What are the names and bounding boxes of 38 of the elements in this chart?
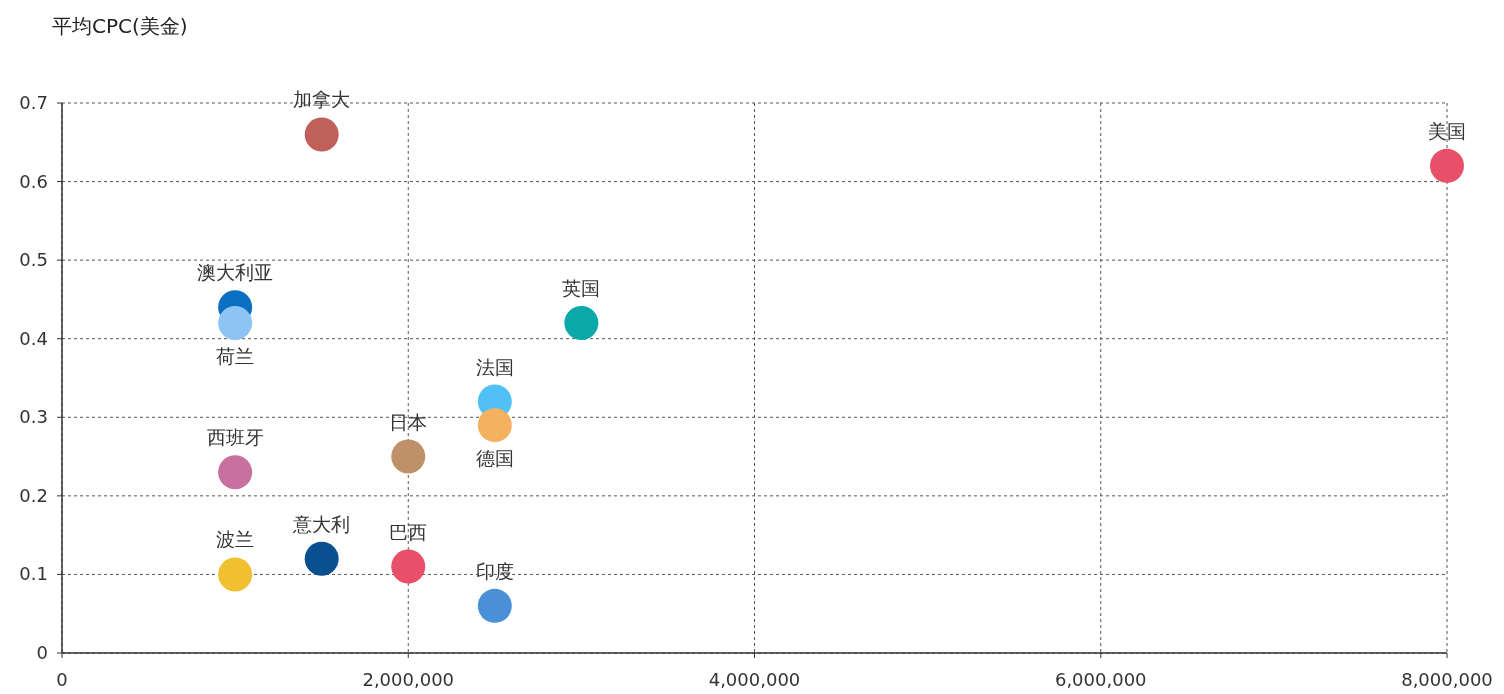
x-tick-label: 8,000,000 [1401,669,1493,690]
x-tick-label: 4,000,000 [708,669,801,690]
point [391,439,426,474]
y-axis-title: 平均CPC(美金) [52,14,188,38]
point [304,541,339,576]
x-tick-label: 2,000,000 [362,669,455,690]
y-tick-label: 0.4 [19,327,48,349]
y-tick-label: 0.5 [19,249,48,271]
series-label: 美国 [1428,119,1466,142]
y-tick-label: 0.1 [19,563,48,585]
point [218,557,253,592]
point [391,549,426,584]
point [304,117,339,152]
series-label: 日本 [389,410,428,433]
series-label: 意大利 [292,512,351,535]
point [1430,148,1464,183]
series-label: 法国 [475,355,514,378]
x-tick-label: 6,000,000 [1054,669,1147,690]
series-label: 德国 [475,447,514,470]
y-tick-label: 0 [36,642,48,663]
point [477,588,512,623]
point [218,306,253,340]
series-label: 澳大利亚 [197,261,274,284]
y-tick-label: 0.6 [19,170,48,192]
series-label: 波兰 [216,528,255,551]
series-label: 印度 [475,559,514,582]
series-label: 荷兰 [216,345,255,367]
point [477,408,512,443]
y-tick-label: 0.3 [19,406,48,428]
point [564,306,599,340]
x-tick-label: 0 [56,669,68,690]
y-tick-label: 0.7 [19,92,48,113]
series-label: 英国 [562,277,601,299]
series-label: 加拿大 [293,88,351,111]
point [218,455,253,490]
series-label: 巴西 [389,520,428,543]
y-tick-label: 0.2 [19,484,48,506]
series-label: 西班牙 [206,426,264,449]
